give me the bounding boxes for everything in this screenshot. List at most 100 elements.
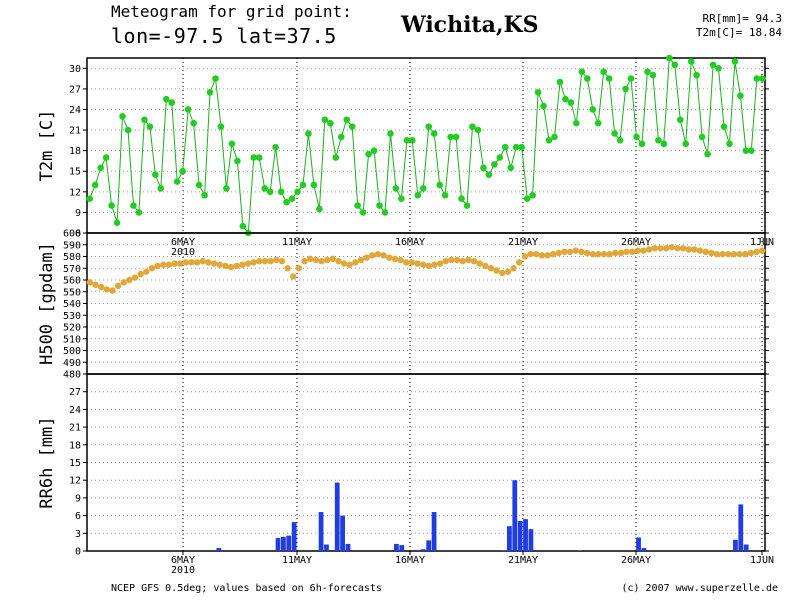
h500-point [205,259,212,266]
t2m-point [753,75,761,82]
t2m-point [419,185,427,192]
rr6h-bar [281,536,286,551]
ytick-label: 18 [69,440,81,451]
y-axis-label: H500 [gpdam] [37,242,57,365]
t2m-point [737,92,744,100]
h500-point [679,245,687,252]
h500-point [504,268,512,275]
t2m-point [589,106,597,113]
h500-point [171,260,178,267]
y-axis-label: T2m [C] [37,110,57,182]
t2m-point [649,71,657,79]
t2m-point [135,209,143,216]
t2m-point [436,181,443,189]
h500-point [493,267,500,274]
t2m-point [234,157,241,165]
h500-point [425,262,433,270]
t2m-point [496,154,504,161]
t2m-point [447,133,454,141]
t2m-point [365,150,372,158]
h500-point [363,254,370,261]
h500-point [143,268,150,275]
t2m-point [562,95,569,103]
h500-point [397,256,404,264]
h500-point [487,265,495,272]
t2m-point [190,119,197,127]
ytick-label: 590 [63,240,81,251]
h500-point [578,248,585,255]
t2m-point [217,123,225,130]
h500-point [453,256,461,264]
h500-point [713,250,721,258]
ytick-label: 3 [75,529,81,540]
t2m-point [627,75,635,82]
ytick-label: 510 [63,334,81,345]
t2m-point [152,171,159,178]
h500-point [532,250,540,258]
h500-point [634,247,642,254]
h500-point [160,261,167,268]
h500-point [448,256,455,264]
ytick-label: 480 [63,370,81,381]
t2m-point [616,137,624,144]
h500-point [323,256,331,264]
h500-point [465,256,472,264]
ytick-label: 30 [69,64,81,75]
h500-point [747,249,755,257]
t2m-point [261,185,269,192]
ytick-label: 570 [63,264,81,275]
t2m-point [277,188,285,196]
h500-point [188,259,195,266]
ytick-label: 600 [63,229,81,240]
h500-point [369,252,376,259]
t2m-point [425,123,433,130]
t2m-point [157,185,165,192]
t2m-point [430,130,438,137]
footer-source: NCEP GFS 0.5deg; values based on 6h-fore… [111,583,382,594]
h500-point [312,256,320,264]
ytick-label: 550 [63,287,81,298]
t2m-point [682,140,690,148]
h500-point [510,265,517,272]
h500-point [436,260,444,267]
h500-point [403,259,410,266]
h500-point [329,255,336,263]
h500-point [419,261,427,268]
t2m-point [693,71,700,79]
date-label-upper: 6MAY [171,237,195,248]
t2m-point [195,181,203,189]
ytick-label: 560 [63,276,81,287]
t2m-point [359,209,367,216]
h500-point [114,282,122,290]
rr6h-bar [501,550,507,551]
rr6h-bar [318,512,324,551]
h500-point [109,287,116,294]
ytick-label: 500 [63,346,81,357]
t2m-point [638,140,646,148]
t2m-point [206,89,214,96]
title-line2: lon=-97.5 lat=37.5 [111,24,337,48]
rr6h-bar [394,543,399,551]
t2m-point [480,164,487,172]
h500-point [357,256,365,264]
rr6h-bar [512,480,518,551]
t2m-point [578,68,586,76]
h500-point [148,265,156,272]
h500-point [544,252,551,259]
date-label-lower: 26MAY [621,555,651,566]
t2m-point [223,185,230,192]
t2m-point [605,75,613,82]
h500-point [617,249,625,257]
h500-point [589,250,596,258]
rr6h-bar [738,504,744,551]
h500-point [561,248,568,255]
t2m-point [305,130,312,137]
date-label-lower: 21MAY [508,555,538,566]
station-name: Wichita,KS [401,12,539,38]
h500-point [662,245,670,252]
ytick-label: 12 [69,187,81,198]
t2m-point [644,68,651,76]
h500-point [685,246,692,253]
h500-point [595,250,602,258]
